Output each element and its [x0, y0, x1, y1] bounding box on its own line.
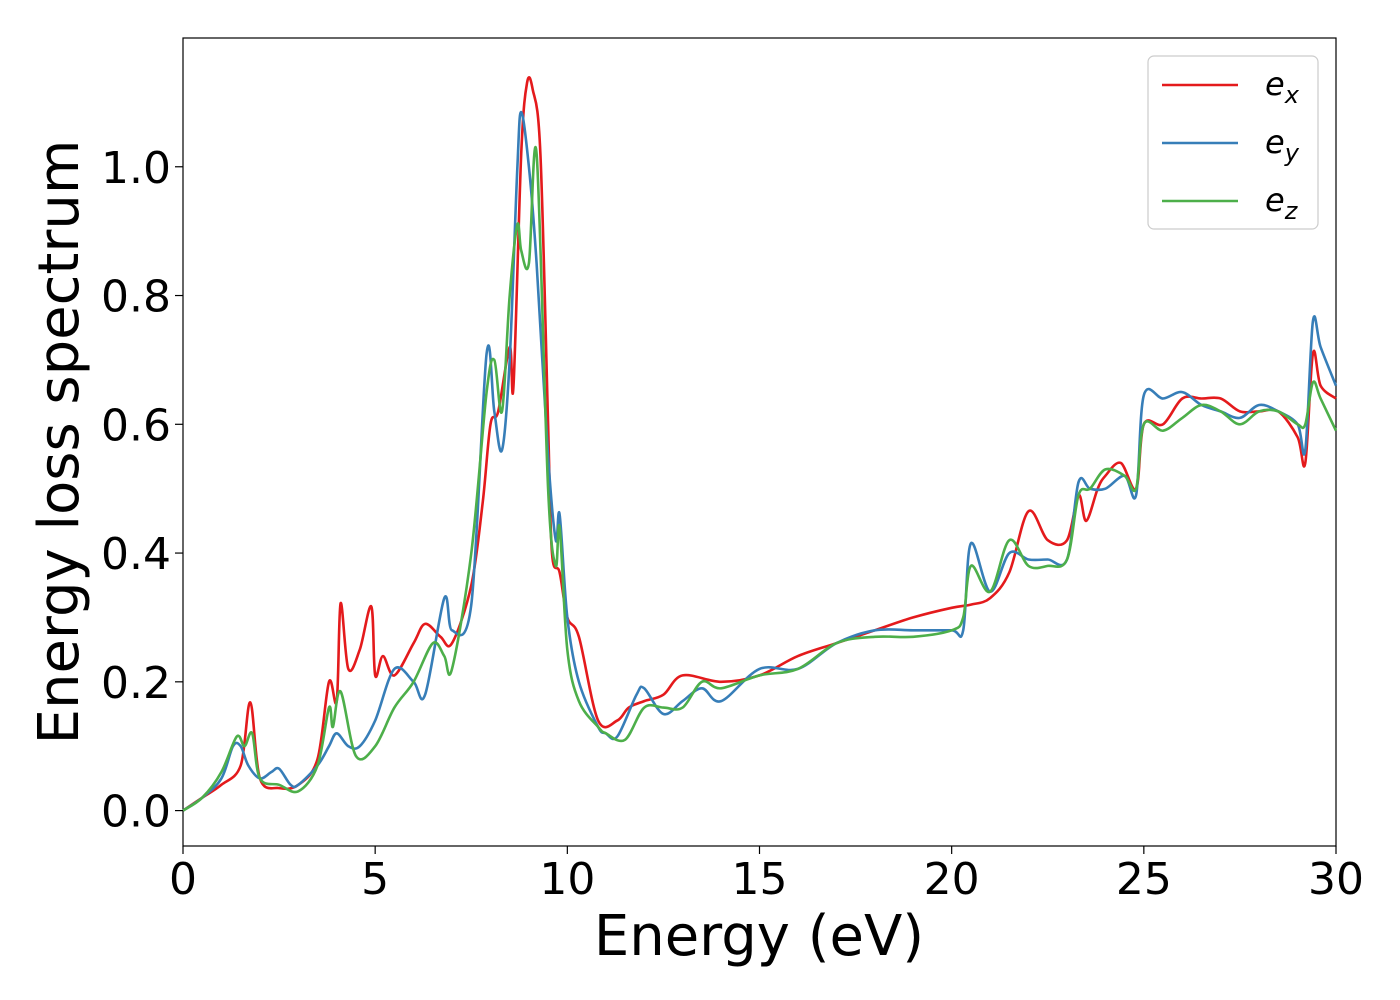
y-tick-label: 0.2: [101, 658, 171, 709]
legend-label-x: ex: [1265, 65, 1300, 109]
x-tick-label: 15: [732, 854, 788, 905]
plot-area: [182, 37, 1337, 847]
y-tick-label: 0.6: [101, 400, 171, 451]
x-tick-label: 30: [1308, 854, 1364, 905]
x-axis-title: Energy (eV): [594, 904, 924, 969]
y-tick-label: 1.0: [101, 143, 171, 194]
legend-label-subscript: z: [1284, 197, 1299, 225]
legend-label-base: e: [1265, 123, 1285, 161]
x-tick-label: 10: [539, 854, 595, 905]
series-layer: [182, 75, 1338, 812]
legend-label-base: e: [1265, 65, 1285, 103]
y-axis-title: Energy loss spectrum: [27, 140, 92, 745]
legend-label-base: e: [1265, 181, 1285, 219]
y-tick-label: 0.0: [101, 787, 171, 838]
x-tick-label: 25: [1116, 854, 1172, 905]
legend-label-z: ez: [1265, 181, 1299, 225]
legend-label-subscript: x: [1284, 81, 1300, 109]
y-tick-label: 0.8: [101, 272, 171, 323]
legend-label-subscript: y: [1284, 139, 1300, 167]
x-tick-label: 5: [361, 854, 389, 905]
y-axis: 0.0 0.2 0.4 0.6 0.8 1.0: [101, 143, 183, 838]
x-tick-label: 20: [924, 854, 980, 905]
legend-label-y: ey: [1265, 123, 1300, 167]
x-axis: 0 5 10 15 20 25 30: [169, 846, 1364, 905]
series-line-z: [182, 145, 1338, 812]
x-tick-label: 0: [169, 854, 197, 905]
y-tick-label: 0.4: [101, 529, 171, 580]
